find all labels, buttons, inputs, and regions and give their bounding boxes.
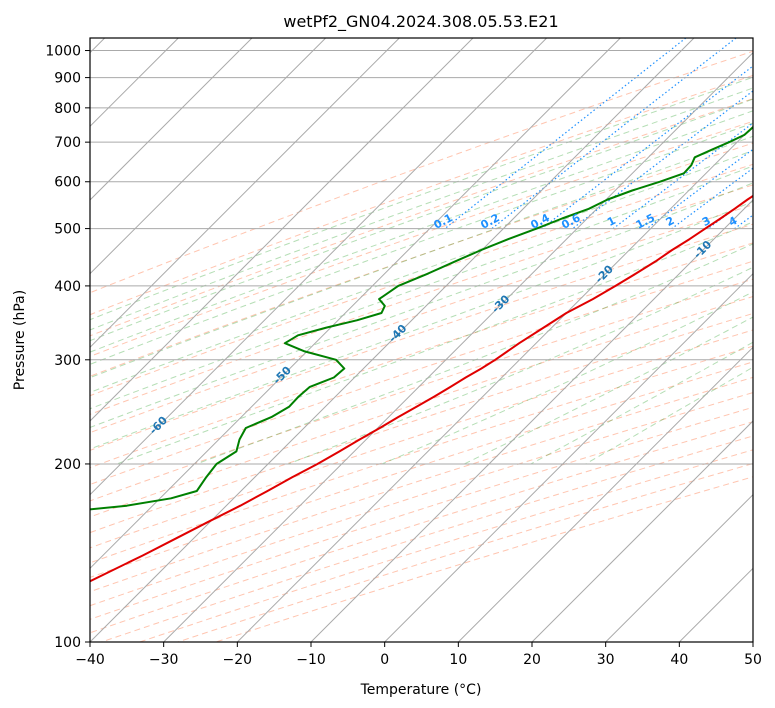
moist-adiabat-line: [90, 135, 753, 379]
isotherm-line: [90, 38, 474, 422]
mixing-ratio-line: [572, 90, 753, 230]
dry-adiabat-line: [101, 435, 753, 642]
dry-adiabat-line: [90, 163, 753, 397]
dry-adiabat-line: [90, 242, 753, 469]
x-axis-label: Temperature (°C): [360, 682, 482, 698]
isotherm-line: [90, 38, 327, 275]
moist-adiabat-line: [463, 316, 753, 465]
moist-adiabat-line: [90, 110, 753, 353]
moist-adiabat-line: [90, 122, 753, 365]
dewpoint-profile-line: [90, 125, 753, 511]
moist-adiabat-line: [90, 76, 753, 321]
isotherm-line: [457, 346, 753, 642]
isotherm-line: [384, 272, 753, 642]
isotherm-lines: [90, 38, 753, 642]
y-tick-label: 900: [54, 71, 81, 87]
mixing-ratio-line: [671, 167, 753, 230]
x-tick-label: −30: [149, 652, 179, 668]
moist-adiabats: [90, 76, 753, 465]
y-tick-label: 400: [54, 279, 81, 295]
isotherm-line: [752, 641, 753, 642]
moist-adiabat-line: [90, 149, 753, 393]
dry-adiabat-line: [90, 361, 753, 578]
moist-adiabat-line: [585, 366, 753, 465]
mixing-ratio-line: [444, 38, 687, 230]
dry-adiabat-line: [90, 98, 753, 337]
x-tick-label: −20: [223, 652, 253, 668]
moist-adiabat-line: [90, 182, 753, 428]
dry-adiabat-line: [90, 312, 753, 534]
y-tick-label: 200: [54, 457, 81, 473]
temperature-profile-line: [90, 194, 753, 583]
isotherm-line: [678, 567, 753, 642]
isotherm-line: [90, 38, 695, 642]
isotherm-label: -50: [271, 363, 294, 386]
x-tick-label: 30: [597, 652, 615, 668]
mixing-ratio-label: 4: [727, 214, 740, 229]
y-axis-ticks: 1000 900 800 700 600 500 400 300 200 100: [45, 44, 90, 651]
mixing-ratio-label: 2: [664, 214, 677, 229]
chart-title: wetPf2_GN04.2024.308.05.53.E21: [283, 12, 558, 32]
dry-adiabat-line: [90, 223, 753, 451]
dry-adiabat-line: [90, 184, 753, 415]
x-tick-label: 50: [744, 652, 762, 668]
x-tick-label: −40: [75, 652, 105, 668]
isotherm-line: [90, 38, 621, 570]
dry-adiabat-line: [90, 329, 753, 549]
mixing-ratio-labels: 0.10.20.40.611.52346810131620253036: [432, 211, 775, 232]
isotherm-line: [90, 38, 400, 349]
sounding-series: [90, 125, 753, 583]
dry-adiabat-line: [90, 376, 753, 593]
mixing-ratio-line: [541, 65, 753, 230]
isotherm-label: -60: [147, 414, 170, 437]
mixing-ratio-line: [612, 122, 753, 230]
moist-adiabat-line: [90, 201, 753, 450]
isotherm-line: [163, 51, 753, 642]
moist-adiabat-line: [381, 291, 753, 465]
moist-adiabat-line: [90, 98, 753, 342]
y-tick-label: 300: [54, 353, 81, 369]
isotherm-line: [236, 125, 753, 642]
x-tick-label: −10: [296, 652, 326, 668]
mixing-ratio-label: 6: [765, 214, 775, 229]
y-tick-label: 500: [54, 222, 81, 238]
moist-adiabat-line: [90, 165, 753, 410]
dry-adiabat-line: [90, 74, 753, 316]
x-tick-label: 40: [670, 652, 688, 668]
mixing-ratio-line: [734, 214, 753, 230]
isotherm-line: [90, 38, 253, 201]
isotherm-line: [90, 38, 548, 496]
mixing-ratio-line: [491, 38, 737, 230]
isobar-lines: [90, 50, 753, 642]
isotherm-line: [605, 493, 753, 642]
x-tick-label: 20: [523, 652, 541, 668]
plot-frame: [89, 37, 754, 643]
plot-area: -100-90-80-70-60-50-40-30-20-10010203040…: [19, 38, 775, 642]
y-tick-label: 800: [54, 101, 81, 117]
y-tick-label: 700: [54, 135, 81, 151]
dry-adiabat-line: [90, 278, 753, 502]
isotherm-label: -20: [593, 262, 616, 285]
mixing-ratio-label: 1: [605, 214, 618, 229]
y-tick-label: 1000: [45, 44, 81, 60]
y-tick-label: 600: [54, 175, 81, 191]
x-tick-label: 0: [380, 652, 389, 668]
x-axis-ticks: −40 −30 −20 −10 0 10 20 30 40 50: [75, 642, 762, 668]
x-tick-label: 10: [449, 652, 467, 668]
isotherm-label: -70: [19, 468, 42, 491]
isotherm-line: [310, 199, 753, 642]
dry-adiabat-line: [177, 462, 753, 642]
moist-adiabat-line: [90, 87, 753, 331]
y-tick-label: 100: [54, 635, 81, 651]
dry-adiabat-line: [90, 142, 753, 377]
dry-adiabat-line: [90, 50, 753, 294]
y-axis-label: Pressure (hPa): [12, 290, 28, 390]
isotherm-line: [531, 420, 753, 642]
moist-adiabat-line: [196, 243, 753, 465]
dry-adiabat-line: [215, 476, 753, 642]
mixing-ratio-lines: [444, 38, 753, 230]
